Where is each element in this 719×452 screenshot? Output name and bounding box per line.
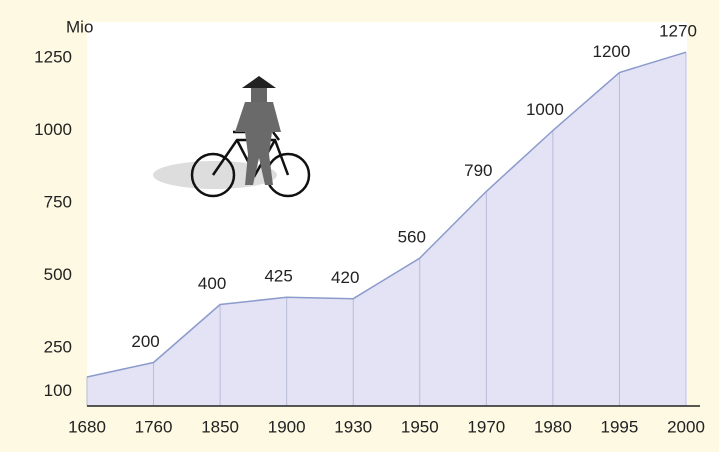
data-label: 1200	[593, 42, 631, 61]
x-tick-label: 2000	[667, 417, 705, 436]
x-tick-label: 1980	[534, 417, 572, 436]
head	[251, 88, 267, 102]
data-label: 1000	[526, 100, 564, 119]
y-tick-label: 250	[44, 337, 72, 356]
y-tick-label: 1250	[34, 47, 72, 66]
data-label: 200	[131, 332, 159, 351]
x-tick-label: 1900	[268, 417, 306, 436]
x-tick-label: 1760	[135, 417, 173, 436]
data-label: 1270	[659, 22, 697, 41]
data-label: 790	[464, 161, 492, 180]
y-tick-label: 1000	[34, 120, 72, 139]
y-tick-label: 500	[44, 265, 72, 284]
person	[235, 102, 281, 185]
wheel	[190, 152, 236, 198]
x-tick-label: 1995	[601, 417, 639, 436]
marks	[86, 51, 687, 406]
data-label: 420	[331, 268, 359, 287]
area	[87, 52, 686, 406]
bicycle-illustration	[153, 76, 311, 198]
data-label: 425	[264, 267, 292, 286]
x-tick-label: 1970	[467, 417, 505, 436]
y-tick-label: 100	[44, 381, 72, 400]
shadow	[153, 161, 277, 189]
data-label: 400	[198, 274, 226, 293]
y-tick-label: 750	[44, 192, 72, 211]
x-tick-label: 1680	[68, 417, 106, 436]
x-tick-label: 1950	[401, 417, 439, 436]
hat	[242, 76, 276, 88]
data-label: 560	[398, 228, 426, 247]
line	[86, 51, 687, 378]
x-tick-label: 1930	[334, 417, 372, 436]
x-tick-label: 1850	[201, 417, 239, 436]
y-axis-label: Mio	[66, 17, 93, 36]
